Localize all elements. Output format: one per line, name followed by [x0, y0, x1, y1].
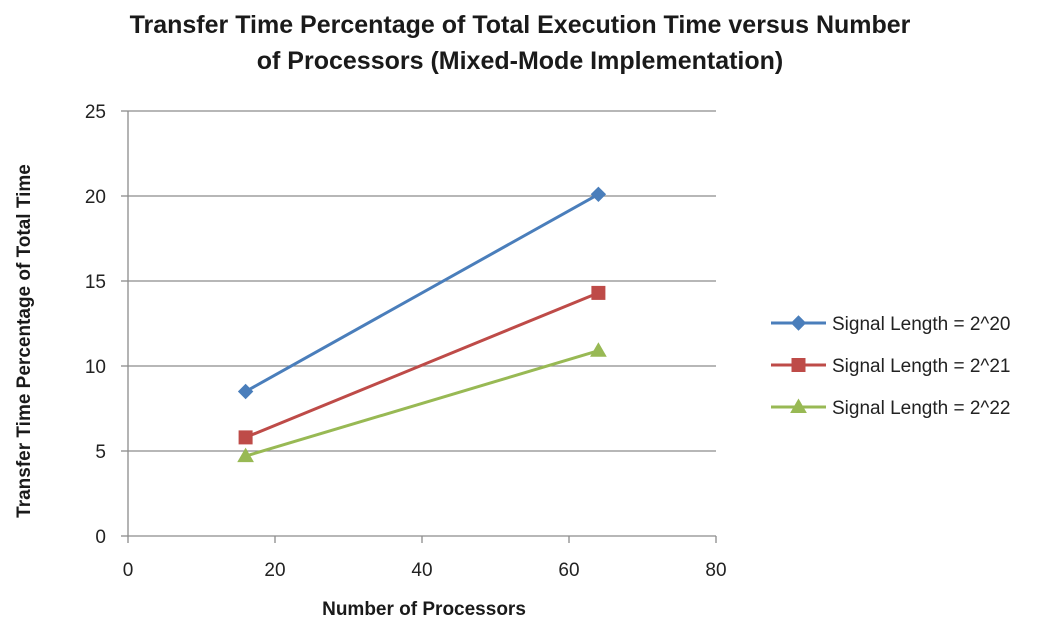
y-tick-label: 5	[95, 442, 106, 463]
x-tick-label: 20	[264, 560, 285, 581]
x-axis-title: Number of Processors	[322, 599, 526, 620]
legend-label: Signal Length = 2^20	[832, 314, 1010, 335]
y-axis-ticks: 0 5 10 15 20 25	[85, 102, 128, 548]
chart-title: Transfer Time Percentage of Total Execut…	[130, 11, 911, 75]
gridlines	[128, 110, 716, 452]
legend-marker	[790, 315, 807, 331]
legend-marker	[791, 358, 806, 372]
data-point-marker	[238, 430, 253, 445]
x-tick-label: 80	[705, 560, 726, 581]
legend-item: Signal Length = 2^22	[771, 398, 1010, 419]
series-2	[238, 285, 606, 445]
data-point-marker	[591, 285, 606, 300]
legend-label: Signal Length = 2^22	[832, 398, 1010, 419]
series-3	[237, 342, 607, 463]
y-tick-label: 0	[95, 527, 106, 548]
data-point-marker	[590, 342, 607, 357]
legend-item: Signal Length = 2^21	[771, 356, 1010, 377]
axes	[127, 111, 716, 537]
series-line	[245, 291, 599, 439]
y-tick-label: 20	[85, 187, 106, 208]
x-axis-ticks: 0 20 40 60 80	[123, 536, 727, 581]
x-tick-label: 60	[558, 560, 579, 581]
legend: Signal Length = 2^20 Signal Length = 2^21…	[771, 314, 1010, 419]
legend-marker	[790, 398, 807, 413]
data-point-marker	[237, 383, 254, 400]
chart-title-line-1: Transfer Time Percentage of Total Execut…	[130, 11, 911, 39]
x-tick-label: 40	[411, 560, 432, 581]
data-point-marker	[590, 186, 607, 203]
chart-title-line-2: of Processors (Mixed-Mode Implementation…	[257, 47, 783, 75]
series-line	[244, 192, 600, 393]
plot-series	[237, 186, 607, 463]
legend-item: Signal Length = 2^20	[771, 314, 1010, 335]
y-tick-label: 15	[85, 272, 106, 293]
x-tick-label: 0	[123, 560, 134, 581]
y-tick-label: 25	[85, 102, 106, 123]
series-line	[245, 349, 599, 458]
legend-label: Signal Length = 2^21	[832, 356, 1010, 377]
y-tick-label: 10	[85, 357, 106, 378]
series-1	[237, 186, 607, 400]
y-axis-title: Transfer Time Percentage of Total Time	[14, 164, 35, 518]
data-point-marker	[237, 447, 254, 463]
